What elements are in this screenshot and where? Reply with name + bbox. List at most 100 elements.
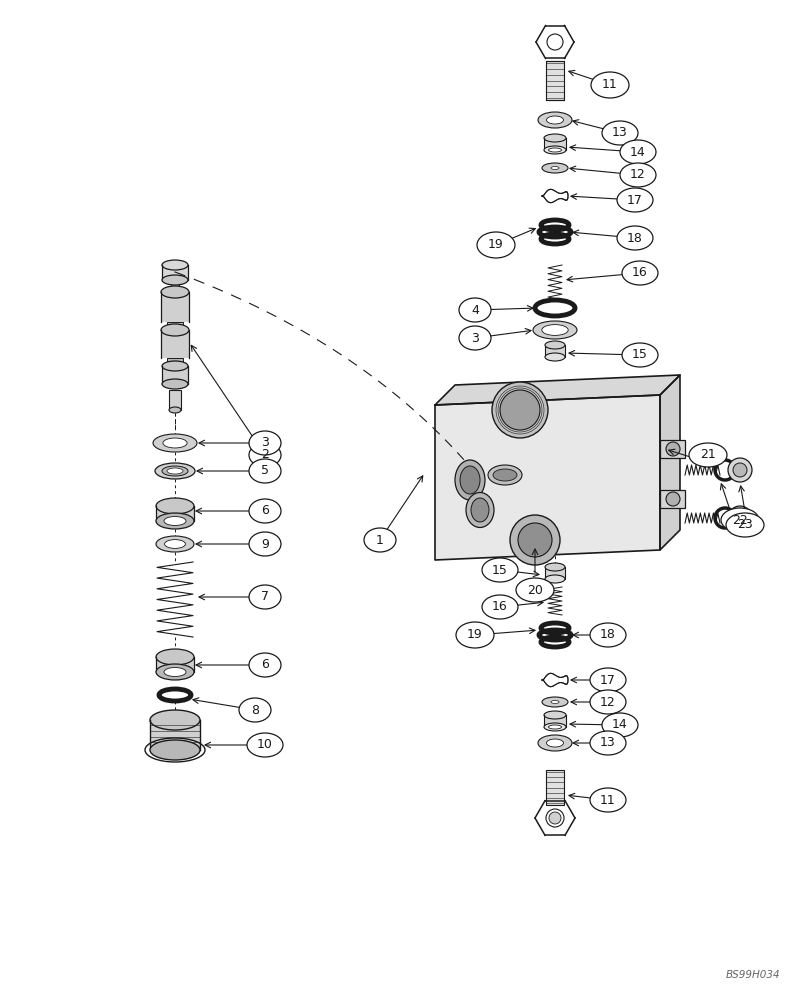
- Ellipse shape: [364, 528, 396, 552]
- Bar: [162, 265, 188, 280]
- Ellipse shape: [545, 353, 565, 361]
- Bar: [161, 292, 189, 322]
- Text: 16: 16: [492, 600, 508, 613]
- Ellipse shape: [516, 578, 554, 602]
- Ellipse shape: [161, 324, 189, 336]
- Ellipse shape: [156, 664, 194, 680]
- Polygon shape: [660, 375, 680, 550]
- Circle shape: [547, 34, 563, 50]
- Text: 12: 12: [630, 168, 646, 182]
- Ellipse shape: [482, 558, 518, 582]
- Text: 15: 15: [492, 564, 508, 576]
- Ellipse shape: [162, 379, 188, 389]
- Ellipse shape: [549, 148, 562, 152]
- Ellipse shape: [544, 146, 566, 154]
- Ellipse shape: [545, 563, 565, 571]
- Text: 18: 18: [627, 232, 643, 244]
- Text: 16: 16: [632, 266, 648, 279]
- Ellipse shape: [620, 140, 656, 164]
- Text: 15: 15: [632, 349, 648, 361]
- Ellipse shape: [721, 508, 759, 532]
- Ellipse shape: [471, 498, 489, 522]
- Ellipse shape: [544, 711, 566, 719]
- Ellipse shape: [726, 513, 764, 537]
- Ellipse shape: [549, 725, 562, 729]
- Bar: [169, 390, 181, 410]
- Ellipse shape: [602, 713, 638, 737]
- Ellipse shape: [247, 733, 283, 757]
- Ellipse shape: [542, 697, 568, 707]
- Ellipse shape: [162, 466, 188, 476]
- Text: 17: 17: [600, 674, 616, 686]
- Circle shape: [733, 511, 747, 525]
- Ellipse shape: [156, 513, 194, 529]
- Ellipse shape: [590, 690, 626, 714]
- Ellipse shape: [546, 116, 563, 124]
- Text: 5: 5: [261, 464, 269, 478]
- Ellipse shape: [167, 468, 183, 474]
- Ellipse shape: [165, 540, 186, 548]
- Polygon shape: [435, 395, 660, 560]
- Bar: [167, 322, 183, 330]
- Ellipse shape: [544, 723, 566, 731]
- Text: 2: 2: [261, 448, 269, 462]
- Ellipse shape: [163, 438, 187, 448]
- Text: 14: 14: [630, 145, 646, 158]
- Ellipse shape: [164, 516, 186, 526]
- Bar: [660, 440, 685, 458]
- Ellipse shape: [591, 72, 629, 98]
- Ellipse shape: [162, 275, 188, 285]
- Bar: [167, 358, 183, 366]
- Ellipse shape: [155, 463, 195, 479]
- Text: 19: 19: [488, 238, 504, 251]
- Bar: [660, 490, 685, 508]
- Ellipse shape: [164, 668, 186, 676]
- Circle shape: [728, 458, 752, 482]
- Ellipse shape: [622, 343, 658, 367]
- Circle shape: [666, 442, 680, 456]
- Ellipse shape: [249, 443, 281, 467]
- Text: 8: 8: [251, 704, 259, 716]
- Circle shape: [728, 506, 752, 530]
- Bar: [546, 770, 564, 805]
- Bar: [156, 506, 194, 521]
- Ellipse shape: [545, 575, 565, 583]
- Ellipse shape: [590, 731, 626, 755]
- Ellipse shape: [477, 232, 515, 258]
- Ellipse shape: [488, 465, 522, 485]
- Circle shape: [666, 492, 680, 506]
- Ellipse shape: [602, 121, 638, 145]
- Ellipse shape: [162, 361, 188, 371]
- Ellipse shape: [538, 735, 572, 751]
- Text: 14: 14: [612, 718, 628, 732]
- Circle shape: [510, 515, 560, 565]
- Text: 3: 3: [471, 332, 479, 344]
- Text: 3: 3: [261, 436, 269, 450]
- Ellipse shape: [249, 499, 281, 523]
- Ellipse shape: [156, 498, 194, 514]
- Text: 23: 23: [737, 518, 753, 532]
- Bar: [544, 138, 566, 150]
- Text: 12: 12: [600, 696, 616, 708]
- Bar: [545, 567, 565, 579]
- Text: 6: 6: [261, 658, 269, 672]
- Text: 7: 7: [261, 590, 269, 603]
- Text: 20: 20: [527, 584, 543, 596]
- Text: 17: 17: [627, 194, 643, 207]
- Ellipse shape: [150, 740, 200, 760]
- Ellipse shape: [493, 469, 517, 481]
- Text: 11: 11: [602, 79, 618, 92]
- Ellipse shape: [590, 668, 626, 692]
- Ellipse shape: [153, 434, 197, 452]
- Ellipse shape: [590, 788, 626, 812]
- Ellipse shape: [590, 623, 626, 647]
- Circle shape: [546, 809, 564, 827]
- Ellipse shape: [544, 134, 566, 142]
- Text: 21: 21: [700, 448, 716, 462]
- Ellipse shape: [482, 595, 518, 619]
- Ellipse shape: [249, 431, 281, 455]
- Ellipse shape: [533, 321, 577, 339]
- Ellipse shape: [455, 460, 485, 500]
- Ellipse shape: [617, 226, 653, 250]
- Bar: [544, 715, 566, 727]
